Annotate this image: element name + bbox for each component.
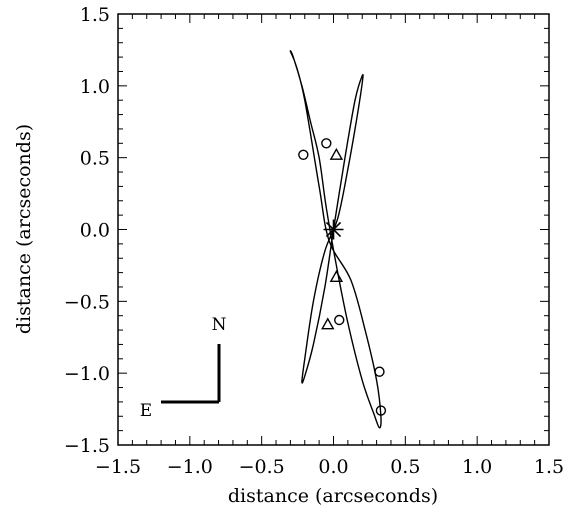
y-tick-label: −0.5 (64, 291, 110, 313)
y-tick-label: 1.5 (80, 4, 110, 26)
center-star-marker (323, 219, 344, 240)
compass-rose: N E (140, 315, 227, 421)
orbit-markers (298, 138, 387, 416)
x-tick-label: −1.0 (167, 456, 213, 478)
x-tick-labels: −1.5 −1.0 −0.5 0.0 0.5 1.0 1.5 (95, 456, 564, 478)
y-tick-label: 0.5 (80, 148, 110, 170)
y-tick-label: 0.0 (80, 220, 110, 242)
y-tick-label: 1.0 (80, 76, 110, 98)
x-tick-label: 0.0 (318, 456, 348, 478)
compass-north-label: N (212, 315, 227, 335)
circle-marker (298, 149, 309, 160)
x-tick-label: 1.5 (534, 456, 564, 478)
compass-east-label: E (140, 401, 152, 421)
x-tick-label: −1.5 (95, 456, 141, 478)
circle-marker (375, 405, 387, 416)
asterisk-stroke (325, 221, 342, 238)
orbit-curve-1 (289, 50, 382, 429)
x-axis-title: distance (arcseconds) (228, 485, 438, 507)
y-tick-label: −1.5 (64, 435, 110, 457)
x-tick-label: −0.5 (239, 456, 285, 478)
plot-frame (117, 13, 550, 446)
y-tick-label: −1.0 (64, 363, 110, 385)
triangle-marker (329, 147, 344, 160)
orbit-curves (289, 50, 382, 429)
circle-marker (374, 366, 385, 377)
orbit-curve-2 (301, 73, 364, 384)
x-tick-label: 0.5 (390, 456, 420, 478)
circle-marker (321, 138, 332, 149)
triangle-marker (329, 269, 344, 283)
x-tick-label: 1.0 (462, 456, 492, 478)
circle-marker (334, 314, 345, 326)
y-axis-title: distance (arcseconds) (13, 124, 35, 334)
triangle-marker (321, 317, 335, 330)
y-tick-labels: −1.5 −1.0 −0.5 0.0 0.5 1.0 1.5 (64, 4, 110, 457)
